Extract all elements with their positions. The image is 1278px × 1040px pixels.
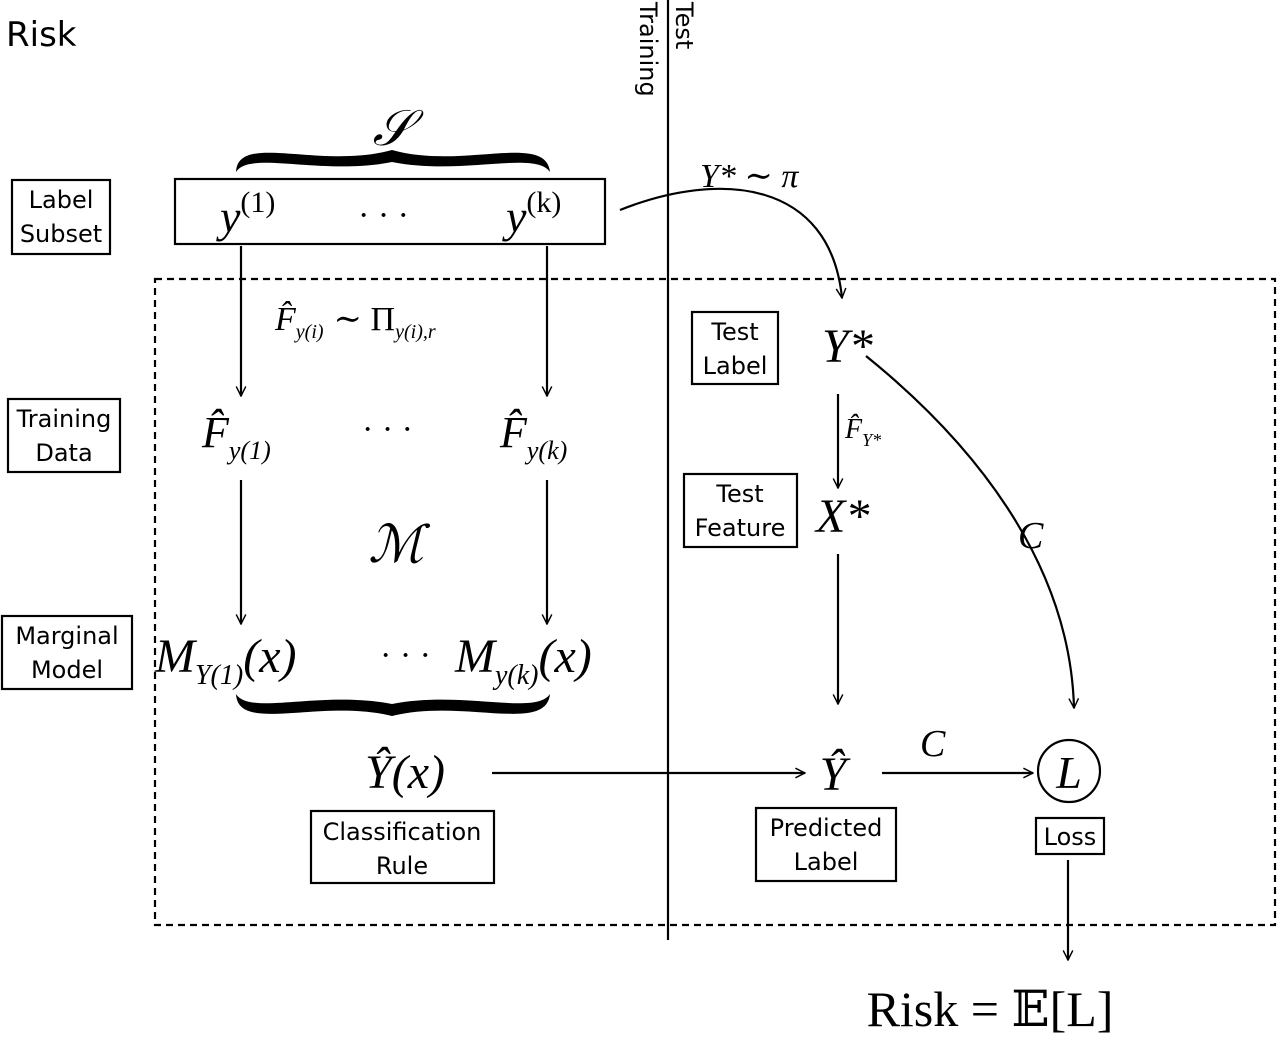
label-subset-row-label-2: Subset [20,220,102,248]
marginal-model-row-label-1: Marginal [15,622,118,650]
test-feature-label-2: Feature [695,514,786,542]
training-data-Fk: F̂y(k) [499,408,567,465]
marginal-brace [236,694,550,716]
classifier-output: Ŷ(x) [365,746,445,799]
label-set-symbol: 𝒮 [373,100,425,156]
subset-brace [236,150,550,172]
training-data-F1: F̂y(1) [201,408,271,465]
loss-symbol: L [1055,747,1082,798]
test-label-label-2: Label [703,352,768,380]
marginal-model-M1: MY(1)(x) [154,630,297,691]
diagram-title: Risk [6,15,77,55]
test-label-Ystar: Y* [822,320,873,373]
training-data-row-label-2: Data [35,439,92,467]
marginal-model-row-label-2: Model [31,656,103,684]
test-feature-Xstar: X* [814,490,869,543]
marginal-ellipsis: · · · [380,637,431,674]
test-label-label-1: Test [710,318,758,346]
classification-rule-label-2: Rule [376,852,428,880]
training-phase-label: Training [634,1,662,97]
prediction-Yhat: Ŷ [820,748,851,801]
training-data-row-label-1: Training [16,405,112,433]
test-feature-label-1: Test [715,480,763,508]
test-feature-distribution: F̂Y* [844,414,881,450]
arrow-subset-to-test-label [620,189,842,298]
cost-label-arrow: C [920,723,946,765]
model-family-symbol: ℳ [368,517,430,574]
label-subset-row-label-1: Label [29,186,94,214]
predicted-label-label-1: Predicted [770,814,883,842]
cost-label-curve: C [1018,515,1044,557]
marginal-model-Mk: My(k)(x) [454,630,592,691]
subset-ellipsis: · · · [358,197,409,234]
risk-equation: Risk = 𝔼[L] [867,981,1114,1037]
test-label-distribution: Y* ∼ π [700,158,799,195]
test-phase-label: Test [670,1,698,49]
loss-label: Loss [1044,823,1097,851]
training-ellipsis: · · · [362,411,413,448]
sampling-distribution: F̂y(i) ∼ Πy(i),r [274,300,436,343]
classification-rule-label-1: Classification [323,818,482,846]
predicted-label-label-2: Label [794,848,859,876]
